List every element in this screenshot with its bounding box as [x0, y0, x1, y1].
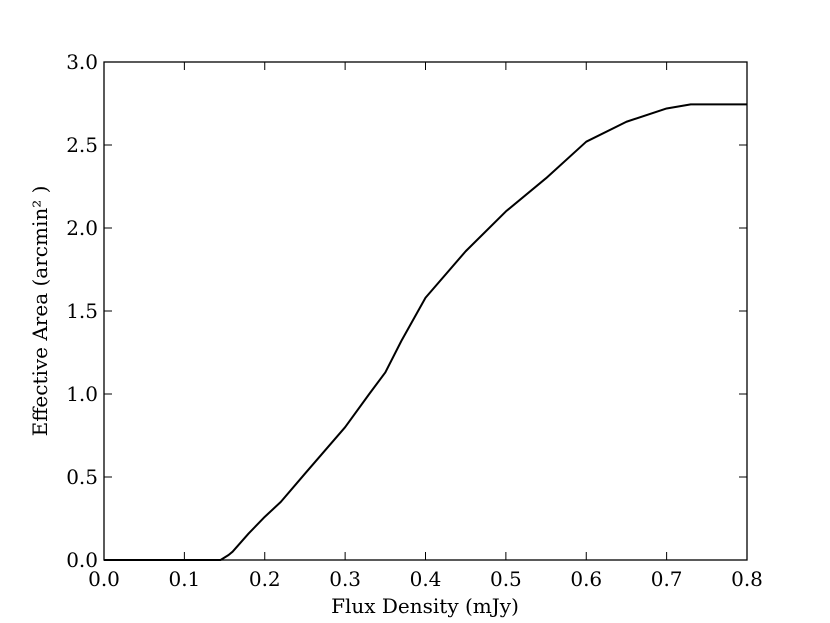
- y-tick-label: 1.0: [66, 382, 98, 406]
- x-axis-label: Flux Density (mJy): [331, 594, 519, 618]
- x-tick-label: 0.5: [490, 567, 522, 591]
- y-axis-label: Effective Area (arcmin² ): [28, 186, 52, 437]
- x-tick-label: 0.8: [731, 567, 763, 591]
- x-tick-label: 0.2: [249, 567, 281, 591]
- y-tick-label: 1.5: [66, 299, 98, 323]
- x-tick-label: 0.6: [570, 567, 602, 591]
- x-tick-label: 0.7: [651, 567, 683, 591]
- y-tick-label: 0.0: [66, 548, 98, 572]
- y-tick-label: 2.0: [66, 216, 98, 240]
- x-tick-label: 0.4: [410, 567, 442, 591]
- x-tick-label: 0.0: [88, 567, 120, 591]
- y-tick-label: 0.5: [66, 465, 98, 489]
- plot-frame: [103, 61, 748, 561]
- x-tick-label: 0.3: [329, 567, 361, 591]
- y-tick-label: 2.5: [66, 133, 98, 157]
- x-tick-label: 0.1: [168, 567, 200, 591]
- data-line: [104, 103, 747, 561]
- y-tick-label: 3.0: [66, 50, 98, 74]
